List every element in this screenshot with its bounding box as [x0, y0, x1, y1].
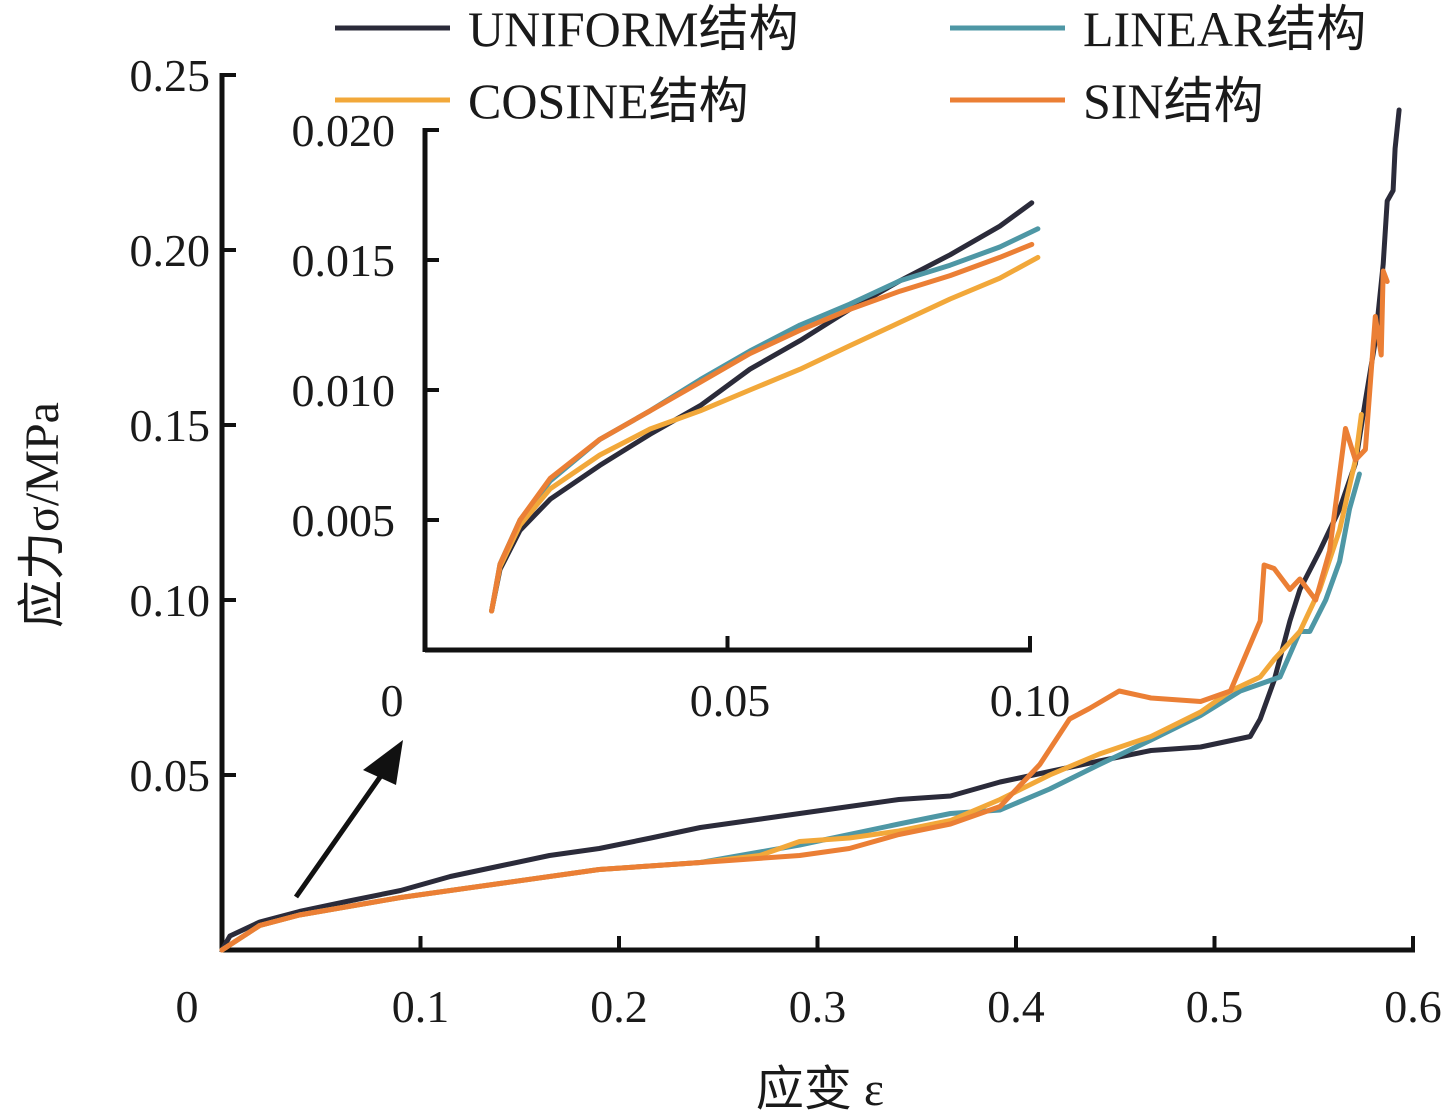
legend-item: SIN结构: [950, 73, 1264, 129]
y-axis-label: 应力σ/MPa: [16, 402, 69, 628]
y-tick-label: 0.20: [130, 225, 211, 276]
series-line-sin: [489, 241, 1035, 614]
y-tick-label: 0.05: [130, 750, 211, 801]
y-tick-label: 0.10: [130, 575, 211, 626]
y-tick-label: 0.15: [130, 400, 211, 451]
y-tick-label: 0.010: [292, 365, 396, 416]
x-tick-label: 0.6: [1384, 981, 1442, 1032]
series-line-uniform: [219, 107, 1402, 953]
x-tick-label: 0.1: [392, 981, 450, 1032]
x-tick-label: 0.10: [990, 675, 1071, 726]
inset-plot: 0 0.05 0.10 0.005 0.010 0.015 0.020: [292, 105, 1071, 726]
x-axis-label: 应变 ε: [756, 1063, 884, 1116]
legend-item: LINEAR结构: [950, 1, 1366, 57]
legend: UNIFORM结构 LINEAR结构 COSINE结构 SIN结构: [335, 1, 1366, 129]
x-tick-label: 0.3: [789, 981, 847, 1032]
y-tick-label: 0.25: [130, 50, 211, 101]
zoom-arrow: [293, 740, 403, 899]
series-line-cosine: [489, 254, 1041, 614]
legend-label: LINEAR结构: [1083, 1, 1366, 57]
y-tick-label: 0.005: [292, 495, 396, 546]
series-line-sin: [219, 268, 1390, 953]
series-line-uniform: [489, 200, 1035, 614]
main-x-zero-label: 0: [176, 981, 199, 1032]
legend-label: COSINE结构: [468, 73, 749, 129]
x-tick-label: 0.05: [690, 675, 771, 726]
legend-item: COSINE结构: [335, 73, 749, 129]
y-tick-label: 0.015: [292, 235, 396, 286]
series-line-linear: [489, 226, 1041, 614]
x-tick-label: 0: [381, 675, 404, 726]
x-tick-label: 0.5: [1186, 981, 1244, 1032]
x-tick-label: 0.4: [987, 981, 1045, 1032]
y-tick-label: 0.020: [292, 105, 396, 156]
legend-item: UNIFORM结构: [335, 1, 799, 57]
legend-label: SIN结构: [1083, 73, 1264, 129]
main-plot: 0.1 0.2 0.3 0.4 0.5 0.6 0.05 0.10 0.15 0.20 0.25: [130, 50, 1442, 1032]
x-tick-label: 0.2: [590, 981, 648, 1032]
legend-label: UNIFORM结构: [468, 1, 799, 57]
